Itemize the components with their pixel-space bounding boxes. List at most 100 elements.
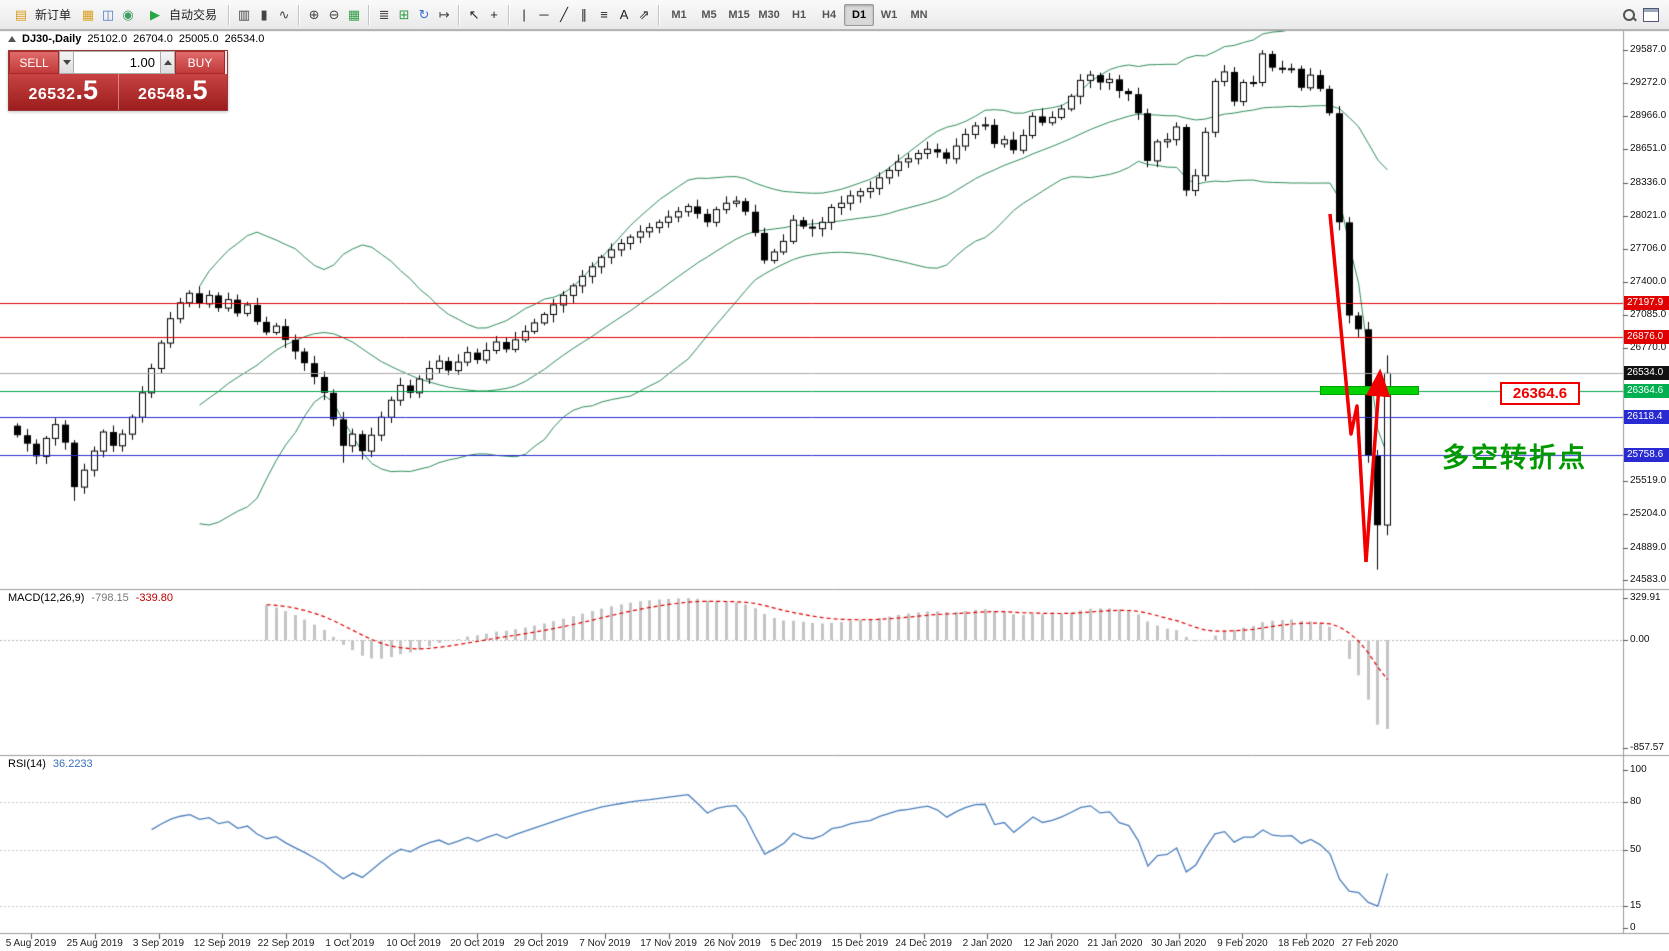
- macd-signal-value: -339.80: [135, 592, 174, 604]
- date-axis-label: 18 Feb 2020: [1278, 938, 1335, 949]
- price-axis-label: 28651.0: [1630, 143, 1667, 155]
- text-icon[interactable]: A: [619, 7, 629, 22]
- zoom-out-icon[interactable]: ⊖: [328, 7, 340, 22]
- one-click-toggle-icon[interactable]: [8, 36, 16, 42]
- macd-axis-label: -857.57: [1630, 742, 1664, 753]
- price-badge: 26876.0: [1624, 330, 1669, 345]
- volume-decrease-button[interactable]: [59, 51, 74, 74]
- tile-windows-icon[interactable]: ▦: [347, 7, 361, 22]
- ohlc-high: 26704.0: [133, 33, 173, 45]
- date-axis-label: 7 Nov 2019: [579, 938, 631, 949]
- timeframe-mn-button[interactable]: MN: [910, 8, 928, 21]
- new-order-button-label: 新订单: [35, 8, 72, 22]
- candlestick-chart-icon[interactable]: ▮: [260, 7, 268, 22]
- rsi-indicator-label: RSI(14) 36.2233: [8, 758, 93, 770]
- price-axis-label: 27706.0: [1630, 243, 1667, 255]
- date-axis-label: 27 Feb 2020: [1341, 938, 1399, 949]
- timeframe-m1-button[interactable]: M1: [671, 8, 687, 21]
- date-axis-label: 21 Jan 2020: [1087, 938, 1143, 949]
- sell-price-button[interactable]: 26532.5: [9, 74, 118, 110]
- sell-price-main: 26532: [28, 86, 76, 103]
- auto-arrange-icon[interactable]: ≣: [378, 7, 390, 22]
- date-axis-label: 24 Dec 2019: [895, 938, 952, 949]
- arrows-icon[interactable]: ⇗: [638, 7, 650, 22]
- window-icon[interactable]: [1643, 7, 1659, 22]
- cursor-icon[interactable]: ↖: [468, 7, 480, 22]
- price-axis-label: 26770.0: [1630, 342, 1667, 354]
- volume-input[interactable]: [74, 51, 160, 74]
- toolbar-separator: [658, 4, 661, 25]
- zoom-in-icon[interactable]: ⊕: [308, 7, 320, 22]
- channel-icon[interactable]: ∥: [580, 7, 588, 22]
- fibonacci-icon[interactable]: ≡: [600, 7, 608, 22]
- timeframe-m15-button[interactable]: M15: [728, 8, 750, 21]
- rsi-axis-label: 80: [1630, 796, 1642, 807]
- toolbar-separator: [368, 4, 371, 25]
- chart-title: DJ30-,Daily 25102.0 26704.0 25005.0 2653…: [8, 33, 264, 45]
- toolbar-right-group: [1621, 7, 1665, 23]
- spin-down-icon: [62, 60, 71, 65]
- search-icon[interactable]: [1621, 7, 1637, 23]
- trendline-icon[interactable]: ╱: [560, 7, 568, 22]
- turning-point-label[interactable]: 多空转折点: [1442, 443, 1587, 473]
- add-indicator-icon[interactable]: ⊞: [398, 7, 410, 22]
- price-badge: 26534.0: [1624, 366, 1669, 381]
- date-axis-label: 29 Oct 2019: [513, 938, 569, 949]
- price-axis-label: 28336.0: [1630, 176, 1667, 188]
- date-axis-label: 15 Dec 2019: [831, 938, 889, 949]
- profiles-icon[interactable]: ◫: [101, 7, 115, 22]
- timeframe-h1-button[interactable]: H1: [792, 8, 807, 21]
- vertical-line-icon[interactable]: |: [522, 7, 526, 22]
- green-highlight-bar[interactable]: [1320, 386, 1419, 395]
- volume-increase-button[interactable]: [160, 51, 175, 74]
- date-axis-label: 5 Dec 2019: [770, 938, 822, 949]
- date-axis-label: 10 Oct 2019: [386, 938, 441, 949]
- new-order-button[interactable]: ▤ 新订单: [4, 2, 78, 28]
- ohlc-low: 25005.0: [178, 33, 219, 45]
- toolbar-separator: [508, 4, 511, 25]
- date-axis-label: 22 Sep 2019: [257, 938, 315, 949]
- rsi-axis-label: 15: [1630, 900, 1642, 911]
- autotrade-button[interactable]: ▶ 自动交易: [138, 2, 224, 28]
- date-axis-label: 25 Aug 2019: [66, 938, 123, 949]
- date-axis-label: 12 Jan 2020: [1023, 938, 1079, 949]
- macd-main-value: -798.15: [91, 592, 129, 604]
- timeframe-d1-button[interactable]: D1: [844, 3, 875, 26]
- price-badge: 26364.6: [1624, 384, 1669, 399]
- bar-chart-icon[interactable]: ▥: [237, 7, 251, 22]
- timeframe-m5-button[interactable]: M5: [701, 8, 717, 21]
- price-axis-label: 27085.0: [1630, 309, 1667, 320]
- price-axis-label: 25204.0: [1630, 508, 1667, 520]
- buy-price-button[interactable]: 26548.5: [117, 74, 228, 110]
- date-axis-label: 5 Aug 2019: [5, 938, 57, 949]
- buy-price-big: .5: [184, 75, 208, 105]
- timeframe-h4-button[interactable]: H4: [822, 8, 837, 21]
- price-axis-label: 28021.0: [1630, 209, 1667, 221]
- line-chart-icon[interactable]: ∿: [278, 7, 290, 22]
- timeframe-w1-button[interactable]: W1: [880, 8, 898, 21]
- charts-icon[interactable]: ▦: [81, 7, 95, 22]
- date-axis-label: 26 Nov 2019: [704, 938, 761, 949]
- refresh-icon[interactable]: ↻: [418, 7, 430, 22]
- crosshair-icon[interactable]: +: [490, 7, 498, 22]
- toolbar-separator: [228, 4, 231, 25]
- price-axis-label: 29587.0: [1630, 44, 1667, 55]
- date-axis-label: 9 Feb 2020: [1217, 938, 1268, 949]
- date-axis-label: 20 Oct 2019: [450, 938, 505, 949]
- price-annotation-box[interactable]: 26364.6: [1500, 382, 1580, 405]
- horizontal-line-icon[interactable]: ─: [539, 7, 549, 22]
- timeframe-m30-button[interactable]: M30: [758, 8, 780, 21]
- price-axis-label: 25519.0: [1630, 474, 1667, 486]
- chart-shift-icon[interactable]: ↦: [438, 7, 450, 22]
- data-window-icon[interactable]: ◉: [122, 7, 134, 22]
- sell-button[interactable]: SELL: [9, 51, 59, 74]
- buy-button[interactable]: BUY: [175, 51, 225, 74]
- macd-axis-label: 0.00: [1630, 634, 1650, 645]
- rsi-name: RSI(14): [8, 758, 46, 770]
- rsi-axis-label: 100: [1630, 764, 1647, 775]
- date-axis-label: 30 Jan 2020: [1151, 938, 1207, 949]
- date-axis-label: 17 Nov 2019: [640, 938, 697, 949]
- macd-name: MACD(12,26,9): [8, 592, 85, 604]
